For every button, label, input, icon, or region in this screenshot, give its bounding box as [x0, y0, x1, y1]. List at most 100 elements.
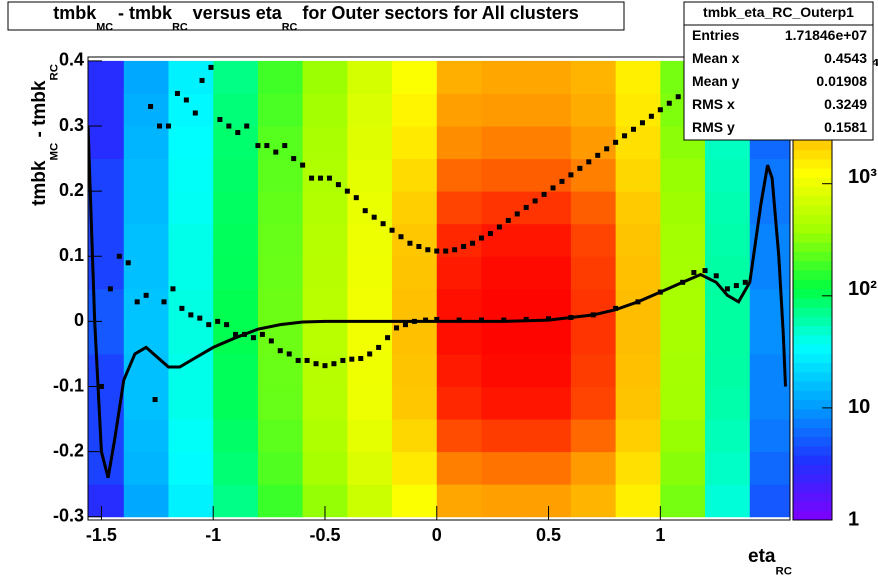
palette-step — [793, 325, 832, 336]
palette-step — [793, 492, 832, 502]
subscript: RC — [282, 21, 298, 33]
profile-point — [666, 100, 672, 106]
heat-cell — [347, 93, 393, 127]
heat-cell — [615, 353, 661, 388]
stats-label: Entries — [692, 27, 740, 43]
heat-cell — [302, 353, 348, 388]
heat-cell — [392, 256, 438, 290]
profile-point — [273, 149, 279, 155]
profile-point — [532, 198, 538, 204]
heat-cell — [570, 386, 617, 420]
heat-cell — [526, 451, 572, 485]
heat-cell — [481, 60, 527, 94]
palette-step — [793, 149, 832, 160]
profile-point — [496, 224, 502, 230]
profile-point — [217, 117, 223, 123]
profile-point — [733, 283, 739, 289]
heat-cell — [615, 451, 661, 485]
text-part: tmbk — [29, 160, 50, 206]
profile-point — [487, 230, 493, 236]
heat-cell — [347, 288, 393, 322]
profile-point — [335, 182, 341, 188]
heat-cell — [526, 191, 572, 225]
profile-point — [367, 351, 373, 357]
heat-cell — [123, 93, 169, 127]
profile-point — [259, 331, 265, 337]
profile-point — [340, 357, 346, 363]
heat-cell — [392, 60, 438, 94]
x-tick-label: -0.5 — [309, 525, 340, 545]
stats-label: RMS y — [692, 119, 735, 135]
heat-cell — [168, 126, 214, 160]
profile-point — [385, 335, 391, 341]
heat-cell — [257, 419, 304, 453]
profile-point — [691, 270, 697, 276]
heat-cell — [213, 191, 259, 225]
heat-cell — [213, 288, 259, 322]
y-tick-label: 0.2 — [59, 180, 84, 200]
heat-cell — [570, 60, 617, 94]
heat-cell — [347, 353, 393, 388]
heat-cell — [168, 158, 214, 192]
palette-step — [793, 399, 832, 410]
heat-cell — [749, 484, 790, 518]
heat-cell — [570, 223, 617, 257]
heat-cell — [660, 484, 706, 518]
heat-cell — [570, 256, 617, 290]
heat-cell — [481, 93, 527, 127]
heat-cell — [392, 191, 438, 225]
heat-cell — [213, 419, 259, 453]
heat-cell — [660, 386, 706, 420]
heat-cell — [436, 60, 482, 94]
heat-cell — [705, 158, 751, 192]
heat-cell — [660, 223, 706, 257]
heat-cell — [660, 353, 706, 388]
profile-point — [639, 120, 645, 126]
heat-cell — [570, 484, 617, 518]
y-tick-label: -0.1 — [53, 375, 84, 395]
palette-step — [793, 362, 832, 373]
heat-cell — [257, 288, 304, 322]
profile-point — [250, 335, 256, 341]
heat-cell — [88, 223, 125, 257]
heat-cell — [88, 191, 125, 225]
palette-step — [793, 344, 832, 354]
profile-point — [514, 211, 520, 217]
profile-point — [304, 357, 310, 363]
palette-step — [793, 177, 832, 188]
subscript: RC — [776, 565, 792, 577]
heat-cell — [123, 386, 169, 420]
profile-point — [371, 214, 377, 220]
stats-label: RMS x — [692, 96, 735, 112]
heat-cell — [123, 419, 169, 453]
heat-cell — [392, 353, 438, 388]
heat-cell — [213, 353, 259, 388]
y-tick-label: 0 — [74, 310, 84, 330]
text-part: - tmbk — [113, 3, 173, 23]
heat-cell — [257, 60, 304, 94]
heat-cell — [168, 256, 214, 290]
profile-point — [362, 208, 368, 214]
profile-point — [376, 344, 382, 350]
heat-cell — [705, 256, 751, 290]
profile-point — [443, 248, 449, 254]
heat-cell — [481, 223, 527, 257]
heat-cell — [257, 386, 304, 420]
heat-cell — [436, 126, 482, 160]
profile-point — [313, 361, 319, 367]
profile-point — [675, 94, 681, 100]
palette-step — [793, 353, 832, 364]
heat-cell — [570, 353, 617, 388]
profile-point — [568, 172, 574, 178]
stats-box: tmbk_eta_RC_Outerp1 Entries 1.71846e+07 Mea… — [683, 1, 874, 141]
subscript: RC — [172, 21, 188, 33]
heat-cell — [570, 93, 617, 127]
text-part: for Outer sectors for All clusters — [297, 3, 578, 23]
heat-cell — [526, 321, 572, 355]
stats-value: 1.71846e+07 — [785, 27, 867, 43]
stats-name: tmbk_eta_RC_Outerp1 — [703, 4, 854, 20]
heat-cell — [88, 353, 125, 388]
heat-cell — [88, 484, 125, 518]
heat-cell — [526, 353, 572, 388]
heat-cell — [392, 93, 438, 127]
